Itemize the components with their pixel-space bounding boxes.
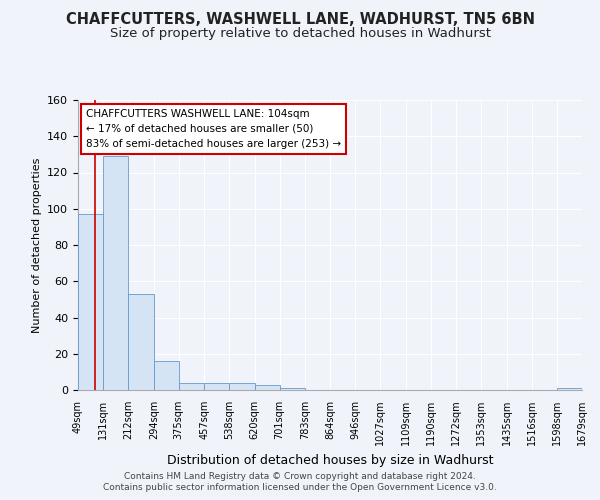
Text: CHAFFCUTTERS, WASHWELL LANE, WADHURST, TN5 6BN: CHAFFCUTTERS, WASHWELL LANE, WADHURST, T… <box>65 12 535 28</box>
Text: Contains HM Land Registry data © Crown copyright and database right 2024.: Contains HM Land Registry data © Crown c… <box>124 472 476 481</box>
Text: Contains public sector information licensed under the Open Government Licence v3: Contains public sector information licen… <box>103 484 497 492</box>
X-axis label: Distribution of detached houses by size in Wadhurst: Distribution of detached houses by size … <box>167 454 493 466</box>
Text: Size of property relative to detached houses in Wadhurst: Size of property relative to detached ho… <box>110 28 491 40</box>
Bar <box>557 388 582 390</box>
Bar <box>154 361 179 390</box>
Bar <box>204 383 229 390</box>
Bar <box>128 294 154 390</box>
Bar <box>229 383 254 390</box>
Bar <box>582 386 600 390</box>
Text: CHAFFCUTTERS WASHWELL LANE: 104sqm
← 17% of detached houses are smaller (50)
83%: CHAFFCUTTERS WASHWELL LANE: 104sqm ← 17%… <box>86 109 341 148</box>
Bar <box>179 383 204 390</box>
Y-axis label: Number of detached properties: Number of detached properties <box>32 158 41 332</box>
Bar <box>103 156 128 390</box>
Bar <box>254 384 280 390</box>
Bar <box>78 214 103 390</box>
Bar <box>280 388 305 390</box>
